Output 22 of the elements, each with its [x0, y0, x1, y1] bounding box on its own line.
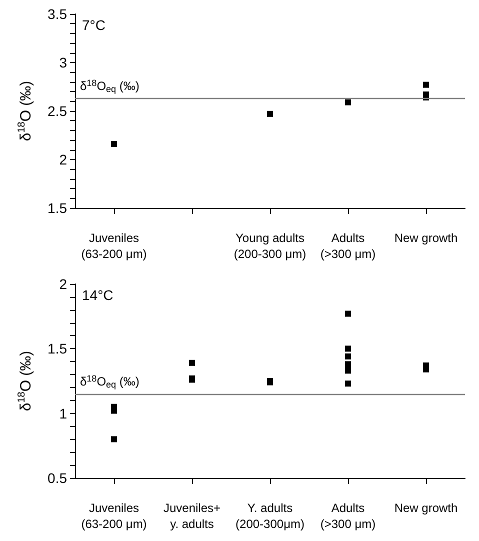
y-tick-label: 0.5: [48, 470, 68, 486]
x-tick-label: Adults (>300 μm): [320, 231, 376, 261]
y-tick-label: 2: [59, 276, 68, 292]
y-tick-label: 2: [59, 152, 68, 168]
y-tick-label: 3: [59, 54, 68, 70]
x-tick-label: Juveniles (63-200 μm): [81, 231, 147, 261]
annotation: 14°C: [82, 287, 114, 303]
x-tick-label: Young adults (200-300 μm): [234, 231, 306, 261]
x-tick-label: New growth: [394, 501, 458, 515]
y-tick-label: 2.5: [48, 103, 68, 119]
y-axis-title: δ18O (‰): [16, 350, 34, 412]
annotation: 7°C: [82, 17, 106, 33]
y-tick-label: 1.5: [48, 200, 68, 216]
x-tick-label: Y. adults (200-300μm): [236, 501, 304, 531]
x-tick-label: Adults (>300 μm): [320, 501, 376, 531]
x-tick-label: Juveniles+ y. adults: [163, 501, 221, 531]
x-tick-label: Juveniles (63-200 μm): [81, 501, 147, 531]
y-tick-label: 1: [59, 405, 68, 422]
y-tick-label: 1.5: [48, 340, 68, 357]
x-tick-label: New growth: [394, 231, 458, 245]
y-axis-title: δ18O (‰): [16, 80, 34, 142]
y-tick-label: 3.5: [48, 6, 68, 22]
